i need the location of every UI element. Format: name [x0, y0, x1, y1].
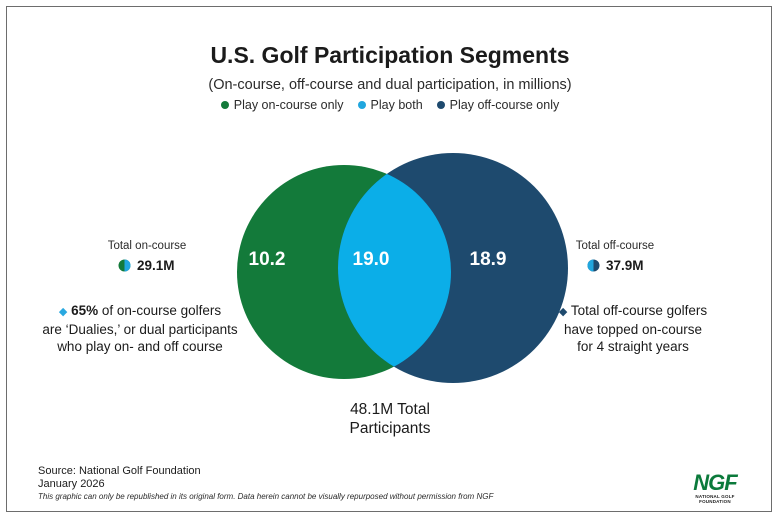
note-dualies: ◆ 65% of on-course golfers are ‘Dualies,… [40, 302, 240, 355]
legend: Play on-course only Play both Play off-c… [0, 98, 780, 112]
note-off-course-trend: ◆ Total off-course golfers have topped o… [548, 302, 718, 355]
half-circle-icon [587, 259, 600, 272]
legend-swatch-on-course [220, 101, 229, 109]
note-trend-line3: for 4 straight years [577, 339, 689, 354]
legend-label-off-course: Play off-course only [449, 98, 560, 112]
legend-swatch-off-course [436, 101, 445, 109]
logo-subtitle: NATIONAL GOLF FOUNDATION [695, 494, 735, 504]
legend-item-both: Play both [357, 98, 423, 112]
chart-frame [6, 6, 772, 512]
legend-label-both: Play both [370, 98, 423, 112]
label-both: 19.0 [353, 249, 390, 270]
half-circle-icon [118, 259, 131, 272]
note-dualies-line1: ◆ 65% of on-course golfers [40, 302, 240, 321]
circle-intersection [338, 165, 451, 379]
label-on-course-only: 10.2 [249, 249, 286, 270]
note-dualies-line3: who play on- and off course [57, 339, 223, 354]
source-note: Source: National Golf Foundation January… [38, 465, 201, 491]
total-on-course-label: Total on-course [107, 240, 187, 252]
diamond-icon: ◆ [558, 306, 568, 318]
legend-label-on-course: Play on-course only [233, 98, 344, 112]
source-date: January 2026 [38, 478, 105, 490]
chart-title: U.S. Golf Participation Segments [210, 42, 570, 68]
note-dualies-line1-rest: of on-course golfers [98, 303, 222, 318]
note-trend-line1: ◆ Total off-course golfers [558, 303, 708, 318]
total-participants-line1: 48.1M Total [350, 401, 430, 418]
note-dualies-percent: 65% [71, 303, 99, 318]
diamond-icon: ◆ [58, 306, 68, 318]
total-participants-line2: Participants [349, 420, 431, 437]
disclaimer: This graphic can only be republished in … [38, 492, 494, 501]
note-trend-line2: have topped on-course [563, 322, 703, 337]
label-off-course-only: 18.9 [470, 249, 507, 270]
total-on-course-value: 29.1M [137, 258, 175, 273]
legend-item-off-course: Play off-course only [436, 98, 560, 112]
total-on-course: 29.1M [118, 258, 175, 273]
total-off-course-label: Total off-course [575, 240, 655, 252]
ngf-logo: NGF NATIONAL GOLF FOUNDATION [684, 470, 746, 505]
source-text: Source: National Golf Foundation [38, 465, 201, 477]
legend-item-on-course: Play on-course only [220, 98, 344, 112]
logo-mark: NGF [693, 470, 737, 495]
chart-subtitle: (On-course, off-course and dual particip… [208, 77, 572, 93]
total-participants: 48.1M Total Participants [290, 400, 490, 438]
legend-swatch-both [357, 101, 366, 109]
note-dualies-line2: are ‘Dualies,’ or dual participants [42, 322, 238, 337]
total-off-course: 37.9M [587, 258, 644, 273]
total-off-course-value: 37.9M [606, 258, 644, 273]
